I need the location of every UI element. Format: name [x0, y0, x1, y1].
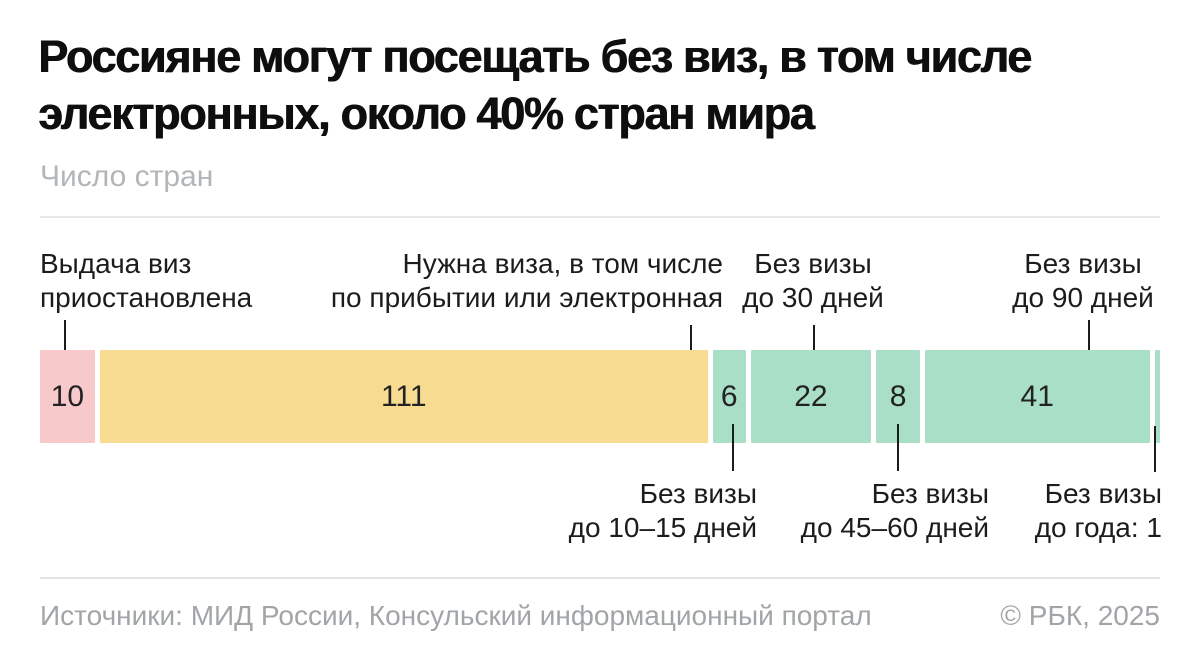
bar-segment-value: 8 [889, 379, 907, 413]
annotation-visa-required: Нужна виза, в том числе по прибытии или … [331, 247, 723, 315]
chart-subtitle: Число стран [40, 160, 214, 193]
annotation-line: Без визы [1044, 478, 1162, 509]
copyright-text: © РБК, 2025 [1000, 600, 1160, 631]
bar-segment-6 [1154, 350, 1160, 443]
bar-segment-value: 111 [380, 379, 427, 413]
annotation-line: до 10–15 дней [568, 512, 757, 543]
annotation-line: по прибытии или электронная [330, 282, 723, 313]
bar-segment-3: 22 [750, 350, 872, 443]
bar-segment-2: 6 [712, 350, 746, 443]
annotation-line: Без визы [871, 478, 989, 509]
bar-segment-value: 10 [50, 379, 85, 413]
annotation-visa-free-90: Без визы до 90 дней [1012, 247, 1154, 315]
annotation-line: Выдача виз [40, 248, 192, 279]
annotation-line: до 30 дней [742, 282, 884, 313]
annotation-line: Без визы [639, 478, 757, 509]
annotation-line: Без визы [1024, 248, 1142, 279]
annotation-line: Без визы [754, 248, 872, 279]
connector-line-visa-free-90 [1088, 320, 1090, 370]
connector-line-visa-free-45-60 [897, 424, 899, 471]
connector-line-suspended [64, 320, 66, 370]
bar-segment-value: 41 [1020, 379, 1054, 413]
bar-segment-1: 111 [99, 350, 708, 443]
annotation-visa-free-45-60: Без визы до 45–60 дней [801, 477, 989, 545]
page-title-line-2: электронных, около 40% стран мира [38, 88, 815, 139]
bar-segment-5: 41 [924, 350, 1150, 443]
divider-bottom [40, 577, 1160, 579]
sources-text: Источники: МИД России, Консульский инфор… [40, 600, 872, 631]
annotation-line: Нужна виза, в том числе [402, 248, 723, 279]
page-title: Россияне могут посещать без виз, в том ч… [38, 28, 1158, 142]
annotation-visa-suspended: Выдача виз приостановлена [40, 247, 252, 315]
connector-line-visa-free-year [1154, 426, 1156, 472]
annotation-visa-free-10-15: Без визы до 10–15 дней [569, 477, 757, 545]
annotation-line: до 90 дней [1012, 282, 1154, 313]
annotation-line: до 45–60 дней [800, 512, 989, 543]
bar-segment-0: 10 [40, 350, 95, 443]
bar-segment-value: 22 [794, 379, 828, 413]
connector-line-visa-free-10-15 [732, 424, 734, 471]
annotation-visa-free-year: Без визы до года: 1 [1035, 477, 1162, 545]
stacked-bar: 10 111 6 22 8 41 [40, 350, 1160, 443]
annotation-line: приостановлена [40, 282, 253, 313]
annotation-line: до года: 1 [1034, 512, 1162, 543]
annotation-visa-free-30: Без визы до 30 дней [742, 247, 884, 315]
divider-top [40, 216, 1160, 218]
page-title-line-1: Россияне могут посещать без виз, в том ч… [38, 31, 1032, 82]
bar-segment-value: 6 [720, 379, 738, 413]
